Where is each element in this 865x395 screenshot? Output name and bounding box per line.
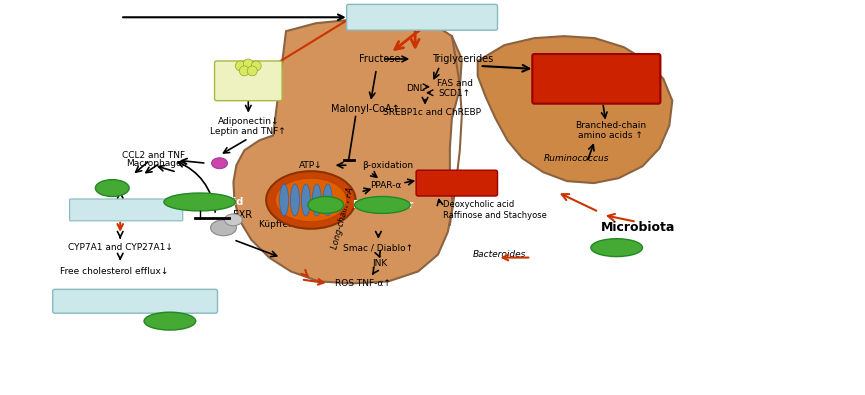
- Text: CCL2 and TNF: CCL2 and TNF: [123, 151, 185, 160]
- Text: SREBP1c and ChREBP: SREBP1c and ChREBP: [383, 108, 481, 117]
- FancyBboxPatch shape: [416, 170, 497, 196]
- Text: Hyperinsulinemia
inflammation: Hyperinsulinemia inflammation: [535, 65, 657, 93]
- Text: IMM-24e: IMM-24e: [592, 243, 642, 253]
- Circle shape: [252, 61, 261, 71]
- Ellipse shape: [355, 196, 410, 213]
- FancyBboxPatch shape: [347, 4, 497, 30]
- Text: Macrophages: Macrophages: [126, 159, 187, 168]
- Circle shape: [235, 61, 246, 71]
- Text: Adiponectin↓
Leptin and TNF↑: Adiponectin↓ Leptin and TNF↑: [210, 117, 286, 136]
- Text: Elafibranor: Elafibranor: [352, 200, 413, 210]
- Text: Branched-chain
amino acids ↑: Branched-chain amino acids ↑: [575, 121, 646, 140]
- Text: FAS and
SCD1↑: FAS and SCD1↑: [437, 79, 473, 98]
- Text: Küpffer cells: Küpffer cells: [260, 220, 316, 229]
- Ellipse shape: [225, 214, 242, 226]
- Text: ATP↓: ATP↓: [299, 161, 323, 170]
- Text: Free cholesterol efflux↓: Free cholesterol efflux↓: [60, 267, 169, 276]
- Polygon shape: [234, 19, 462, 283]
- Ellipse shape: [279, 184, 289, 216]
- Ellipse shape: [163, 193, 235, 211]
- FancyBboxPatch shape: [69, 199, 183, 221]
- Text: Microbiota: Microbiota: [601, 221, 676, 234]
- Text: CVC: CVC: [100, 183, 124, 193]
- Text: Inflammation: Inflammation: [80, 203, 173, 216]
- Ellipse shape: [212, 158, 227, 169]
- Text: Bacteroides: Bacteroides: [473, 250, 526, 259]
- Text: Apoptosis: Apoptosis: [422, 177, 491, 190]
- Ellipse shape: [312, 184, 321, 216]
- Ellipse shape: [210, 220, 236, 236]
- Text: β-oxidation: β-oxidation: [362, 161, 413, 170]
- Text: Triglycerides: Triglycerides: [432, 54, 493, 64]
- Text: CRT1: CRT1: [311, 200, 340, 210]
- Text: Adipose
tissue: Adipose tissue: [227, 76, 269, 98]
- Circle shape: [240, 66, 249, 76]
- FancyBboxPatch shape: [532, 54, 660, 103]
- Text: ROS TNF-α↑: ROS TNF-α↑: [335, 279, 390, 288]
- FancyBboxPatch shape: [215, 61, 282, 101]
- Text: Obeticholic acid: Obeticholic acid: [156, 197, 244, 207]
- Text: Smac / Diablo↑: Smac / Diablo↑: [343, 243, 413, 252]
- Text: Ruminococcus: Ruminococcus: [544, 154, 610, 163]
- Text: PPAR-α: PPAR-α: [369, 181, 401, 190]
- Text: CYP7A1 and CYP27A1↓: CYP7A1 and CYP27A1↓: [67, 243, 173, 252]
- Text: Malonyl-CoA↑: Malonyl-CoA↑: [331, 103, 400, 114]
- Ellipse shape: [266, 171, 356, 229]
- Text: Long-chain FFA: Long-chain FFA: [330, 186, 356, 250]
- Text: Deoxycholic acid
Raffinose and Stachyose: Deoxycholic acid Raffinose and Stachyose: [443, 200, 547, 220]
- Ellipse shape: [291, 184, 299, 216]
- Text: DNL: DNL: [406, 84, 425, 93]
- Ellipse shape: [324, 184, 332, 216]
- Text: Vitamin E: Vitamin E: [142, 316, 198, 326]
- Ellipse shape: [275, 178, 347, 222]
- FancyBboxPatch shape: [53, 290, 217, 313]
- Text: Fructose: Fructose: [358, 54, 400, 64]
- Text: FXR: FXR: [234, 210, 253, 220]
- Ellipse shape: [95, 180, 129, 196]
- Text: JNK: JNK: [373, 259, 388, 268]
- Ellipse shape: [301, 184, 311, 216]
- Ellipse shape: [308, 196, 343, 213]
- Text: Mitochondrial dysfunction: Mitochondrial dysfunction: [54, 296, 217, 306]
- Polygon shape: [477, 36, 672, 183]
- Circle shape: [247, 66, 257, 76]
- Text: Insulin resistance: Insulin resistance: [360, 11, 484, 24]
- Circle shape: [243, 59, 253, 69]
- Ellipse shape: [591, 239, 643, 257]
- Ellipse shape: [144, 312, 195, 330]
